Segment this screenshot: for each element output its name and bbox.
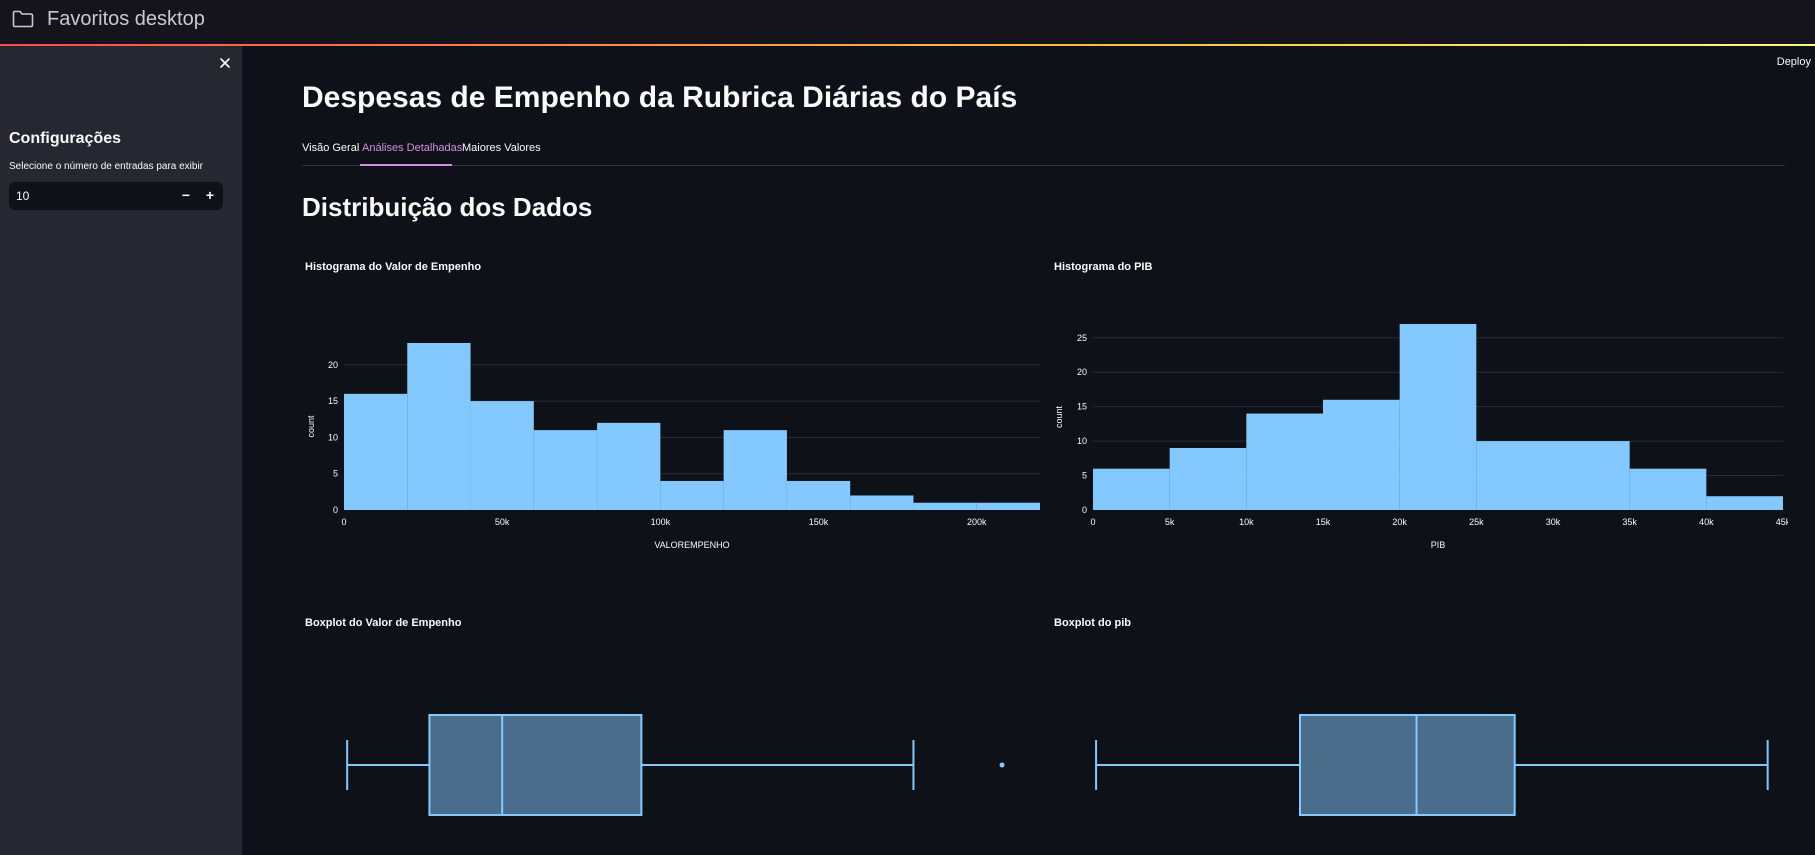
x-tick-label: 25k (1469, 517, 1484, 527)
histogram-bar (913, 502, 977, 510)
histogram-bar (1399, 324, 1477, 510)
x-tick-label: 15k (1316, 517, 1331, 527)
y-axis-label: count (1054, 405, 1064, 428)
tab-bar: Visão Geral Análises Detalhadas Maiores … (302, 140, 1785, 166)
histogram-bar (1323, 399, 1400, 510)
x-tick-label: 10k (1239, 517, 1254, 527)
entries-input-label: Selecione o número de entradas para exib… (9, 161, 204, 172)
histogram-bar (976, 502, 1040, 510)
folder-icon (12, 10, 34, 28)
y-tick-label: 5 (1082, 471, 1087, 481)
x-tick-label: 5k (1165, 517, 1175, 527)
accent-line (0, 44, 1815, 46)
window-titlebar: Favoritos desktop (0, 0, 1815, 44)
histogram-bar (1169, 448, 1247, 510)
page-title: Despesas de Empenho da Rubrica Diárias d… (302, 81, 1018, 114)
y-axis-label: count (306, 415, 316, 438)
window-title: Favoritos desktop (47, 8, 205, 30)
section-title: Distribuição dos Dados (302, 192, 593, 222)
histogram-bar (1476, 441, 1553, 510)
decrement-button[interactable]: − (181, 187, 191, 203)
deploy-button[interactable]: Deploy (1776, 56, 1811, 68)
histogram-bar (470, 401, 534, 510)
box-pib-chart (1095, 714, 1769, 816)
histogram-bar (344, 393, 408, 510)
histogram-bar (1706, 496, 1783, 510)
x-tick-label: 40k (1699, 517, 1714, 527)
y-tick-label: 25 (1077, 333, 1087, 343)
hist-valor-title: Histograma do Valor de Empenho (305, 261, 482, 273)
histogram-bar (850, 495, 914, 510)
hist-pib-chart: 0 5 10 15 20 25 0 5k 10k 15k 20k 25k 30k 35k 40k 45k PIB… (1054, 324, 1788, 550)
box-valor-chart (346, 714, 1005, 816)
histogram-bar (1093, 468, 1170, 510)
x-tick-label: 50k (495, 517, 510, 527)
hist-valor-chart: 0 5 10 15 20 0 50k 100k 150k 200k VALOREMPENHO coun… (306, 343, 1040, 550)
y-tick-label: 20 (328, 360, 338, 370)
x-tick-label: 200k (967, 517, 987, 527)
tab-analises-detalhadas[interactable]: Análises Detalhadas (362, 142, 463, 154)
box-pib-title: Boxplot do pib (1054, 617, 1131, 629)
x-axis-label: PIB (1431, 540, 1446, 550)
histogram-bar (533, 430, 598, 510)
x-tick-label: 0 (341, 517, 346, 527)
histogram-bar (786, 480, 851, 510)
sidebar-title: Configurações (9, 130, 122, 147)
x-tick-label: 20k (1392, 517, 1407, 527)
x-axis-label: VALOREMPENHO (654, 540, 729, 550)
histogram-bar (1629, 468, 1707, 510)
histogram-bar (407, 343, 471, 510)
y-tick-label: 0 (1082, 505, 1087, 515)
increment-button[interactable]: + (205, 187, 215, 203)
x-tick-label: 45k (1776, 517, 1788, 527)
histogram-bar (723, 430, 787, 510)
outlier-point (999, 762, 1005, 768)
entries-input[interactable] (9, 182, 169, 210)
y-tick-label: 5 (333, 469, 338, 479)
x-tick-label: 150k (809, 517, 829, 527)
histogram-bar (597, 422, 661, 510)
x-tick-label: 100k (651, 517, 671, 527)
y-tick-label: 15 (1077, 402, 1087, 412)
entries-number-input: − + (9, 182, 223, 210)
tab-maiores-valores[interactable]: Maiores Valores (462, 142, 541, 154)
tab-visao-geral[interactable]: Visão Geral (302, 142, 360, 154)
x-tick-label: 0 (1090, 517, 1095, 527)
x-tick-label: 35k (1622, 517, 1637, 527)
y-tick-label: 20 (1077, 367, 1087, 377)
y-tick-label: 15 (328, 396, 338, 406)
y-tick-label: 10 (1077, 436, 1087, 446)
hist-pib-title: Histograma do PIB (1054, 261, 1153, 273)
y-tick-label: 10 (328, 432, 338, 442)
y-tick-label: 0 (333, 505, 338, 515)
x-tick-label: 30k (1546, 517, 1561, 527)
histogram-bar (1553, 441, 1630, 510)
close-icon[interactable] (216, 54, 234, 72)
active-tab-indicator (360, 164, 452, 166)
sidebar: Configurações Selecione o número de entr… (0, 46, 242, 855)
histogram-bar (660, 480, 724, 510)
histogram-bar (1246, 413, 1323, 510)
iqr-box (1299, 714, 1516, 816)
box-valor-title: Boxplot do Valor de Empenho (305, 617, 462, 629)
iqr-box (428, 714, 643, 816)
